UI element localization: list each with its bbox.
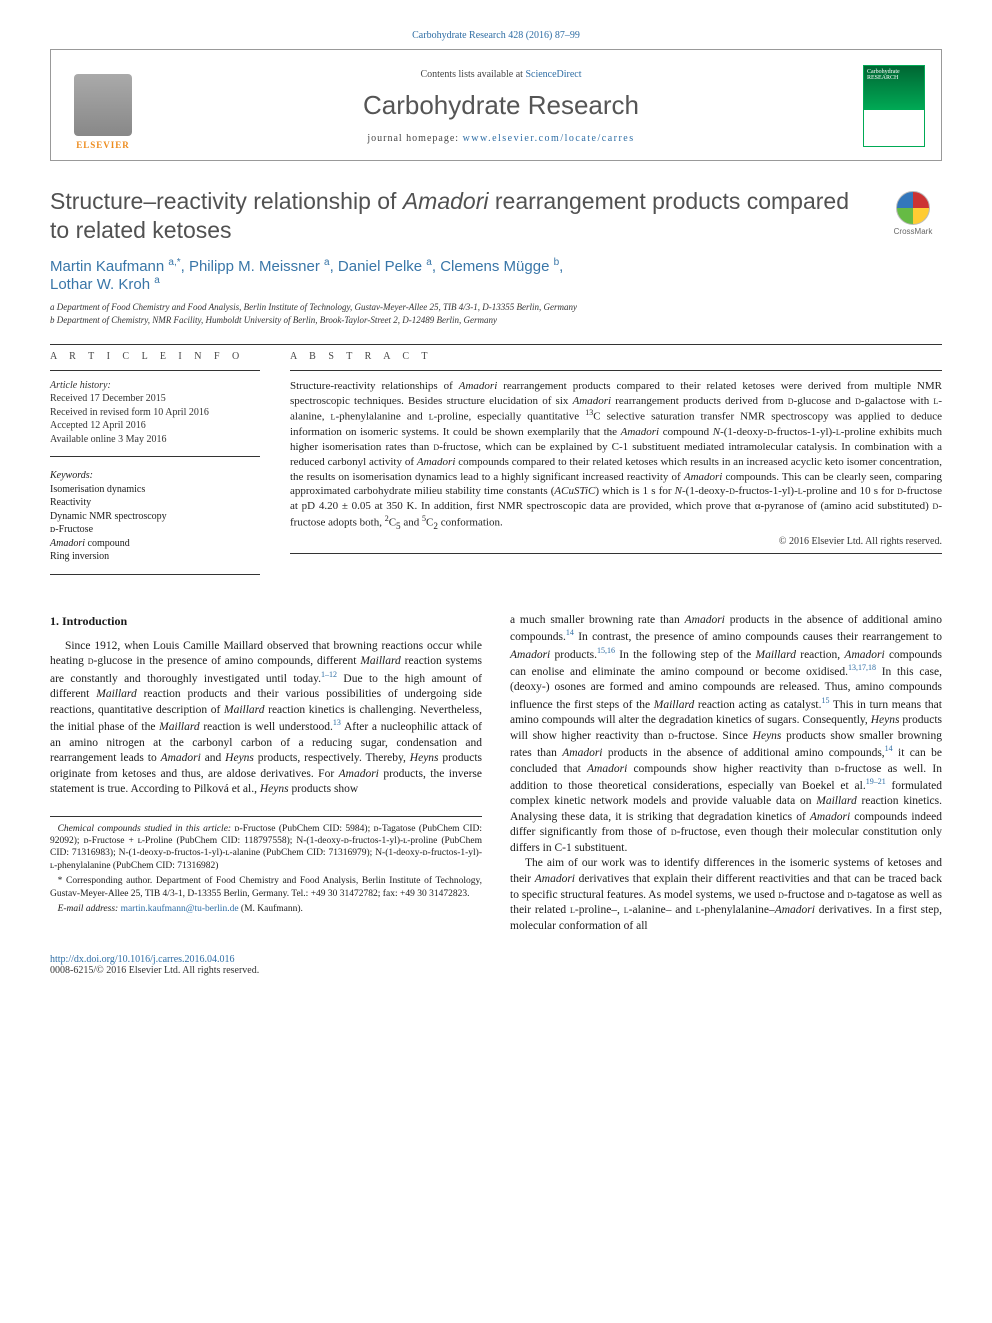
intro-para-3: The aim of our work was to identify diff… — [510, 856, 942, 934]
crossmark-label: CrossMark — [884, 227, 942, 237]
crossmark-icon — [896, 191, 930, 225]
history-accepted: Accepted 12 April 2016 — [50, 419, 260, 433]
keyword-1: Reactivity — [50, 496, 260, 510]
elsevier-logo[interactable]: ELSEVIER — [67, 62, 139, 150]
rule-top — [50, 344, 942, 345]
page-footer: http://dx.doi.org/10.1016/j.carres.2016.… — [50, 954, 942, 976]
intro-para-2: a much smaller browning rate than Amador… — [510, 613, 942, 857]
contents-list-line: Contents lists available at ScienceDirec… — [157, 69, 845, 80]
section-heading-intro: 1. Introduction — [50, 613, 482, 629]
article-info-heading: A R T I C L E I N F O — [50, 351, 260, 362]
authors-list: Martin Kaufmann a,*, Philipp M. Meissner… — [50, 257, 942, 293]
history-label: Article history: — [50, 379, 260, 393]
cover-label: Carbohydrate RESEARCH — [867, 69, 924, 81]
journal-title: Carbohydrate Research — [157, 90, 845, 121]
contents-prefix: Contents lists available at — [420, 69, 525, 80]
article-body: 1. Introduction Since 1912, when Louis C… — [50, 613, 942, 934]
info-rule-1 — [50, 370, 260, 371]
info-rule-3 — [50, 574, 260, 575]
abstract-text: Structure-reactivity relationships of Am… — [290, 379, 942, 532]
elsevier-label: ELSEVIER — [76, 140, 130, 150]
keyword-3: ᴅ-Fructose — [50, 523, 260, 537]
affiliation-a: a Department of Food Chemistry and Food … — [50, 301, 942, 313]
keyword-0: Isomerisation dynamics — [50, 483, 260, 497]
article-history: Article history: Received 17 December 20… — [50, 379, 260, 447]
abstract-rule-bottom — [290, 553, 942, 554]
abstract-copyright: © 2016 Elsevier Ltd. All rights reserved… — [290, 536, 942, 547]
footnote-email: E-mail address: martin.kaufmann@tu-berli… — [50, 903, 482, 915]
journal-header: ELSEVIER Contents lists available at Sci… — [50, 49, 942, 161]
elsevier-tree-icon — [74, 74, 132, 136]
journal-cover-thumbnail[interactable]: Carbohydrate RESEARCH — [863, 65, 925, 147]
doi-link[interactable]: http://dx.doi.org/10.1016/j.carres.2016.… — [50, 954, 235, 965]
abstract-rule-top — [290, 370, 942, 371]
issn-copyright: 0008-6215/© 2016 Elsevier Ltd. All right… — [50, 965, 259, 976]
journal-reference: Carbohydrate Research 428 (2016) 87–99 — [50, 30, 942, 41]
homepage-prefix: journal homepage: — [367, 133, 462, 144]
info-rule-2 — [50, 456, 260, 457]
footnote-compounds: Chemical compounds studied in this artic… — [50, 823, 482, 872]
history-received: Received 17 December 2015 — [50, 392, 260, 406]
footnotes: Chemical compounds studied in this artic… — [50, 816, 482, 915]
journal-homepage-link[interactable]: www.elsevier.com/locate/carres — [463, 133, 635, 144]
journal-homepage-line: journal homepage: www.elsevier.com/locat… — [157, 133, 845, 144]
footnote-corresponding: * Corresponding author. Department of Fo… — [50, 875, 482, 900]
affiliations: a Department of Food Chemistry and Food … — [50, 301, 942, 326]
keywords-label: Keywords: — [50, 469, 260, 483]
sciencedirect-link[interactable]: ScienceDirect — [525, 69, 581, 80]
keyword-2: Dynamic NMR spectroscopy — [50, 510, 260, 524]
article-title: Structure–reactivity relationship of Ama… — [50, 187, 942, 245]
keyword-5: Ring inversion — [50, 550, 260, 564]
crossmark-badge[interactable]: CrossMark — [884, 191, 942, 237]
keyword-4: Amadori compound — [50, 537, 260, 551]
intro-para-1: Since 1912, when Louis Camille Maillard … — [50, 639, 482, 798]
keywords-block: Keywords: Isomerisation dynamics Reactiv… — [50, 469, 260, 564]
history-revised: Received in revised form 10 April 2016 — [50, 406, 260, 420]
affiliation-b: b Department of Chemistry, NMR Facility,… — [50, 314, 942, 326]
history-online: Available online 3 May 2016 — [50, 433, 260, 447]
abstract-heading: A B S T R A C T — [290, 351, 942, 362]
corresponding-email-link[interactable]: martin.kaufmann@tu-berlin.de — [121, 904, 239, 914]
